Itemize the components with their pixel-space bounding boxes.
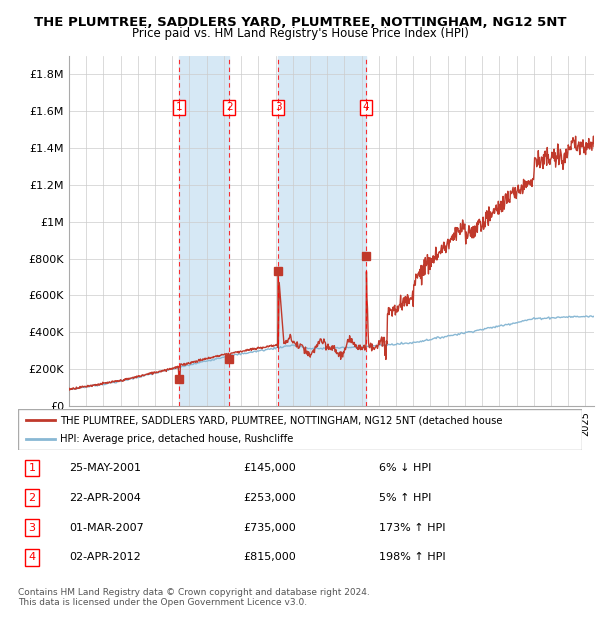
Text: 5% ↑ HPI: 5% ↑ HPI — [379, 493, 431, 503]
Text: 1: 1 — [29, 463, 35, 473]
Text: 3: 3 — [275, 102, 281, 112]
Text: 3: 3 — [29, 523, 35, 533]
Text: THE PLUMTREE, SADDLERS YARD, PLUMTREE, NOTTINGHAM, NG12 5NT: THE PLUMTREE, SADDLERS YARD, PLUMTREE, N… — [34, 16, 566, 29]
Text: THE PLUMTREE, SADDLERS YARD, PLUMTREE, NOTTINGHAM, NG12 5NT (detached house: THE PLUMTREE, SADDLERS YARD, PLUMTREE, N… — [60, 415, 503, 425]
Text: £815,000: £815,000 — [244, 552, 296, 562]
Text: 22-APR-2004: 22-APR-2004 — [69, 493, 140, 503]
Text: 01-MAR-2007: 01-MAR-2007 — [69, 523, 143, 533]
Text: Contains HM Land Registry data © Crown copyright and database right 2024.
This d: Contains HM Land Registry data © Crown c… — [18, 588, 370, 607]
Text: 198% ↑ HPI: 198% ↑ HPI — [379, 552, 446, 562]
Text: 4: 4 — [29, 552, 35, 562]
Text: HPI: Average price, detached house, Rushcliffe: HPI: Average price, detached house, Rush… — [60, 433, 293, 444]
Text: Price paid vs. HM Land Registry's House Price Index (HPI): Price paid vs. HM Land Registry's House … — [131, 27, 469, 40]
Bar — [278, 56, 366, 406]
Text: £253,000: £253,000 — [244, 493, 296, 503]
Text: 6% ↓ HPI: 6% ↓ HPI — [379, 463, 431, 473]
Text: £735,000: £735,000 — [244, 523, 296, 533]
Text: 2: 2 — [226, 102, 233, 112]
Text: £145,000: £145,000 — [244, 463, 296, 473]
Text: 1: 1 — [176, 102, 182, 112]
Text: 25-MAY-2001: 25-MAY-2001 — [69, 463, 141, 473]
Text: 173% ↑ HPI: 173% ↑ HPI — [379, 523, 445, 533]
Text: 2: 2 — [29, 493, 35, 503]
FancyBboxPatch shape — [18, 409, 582, 450]
Bar — [179, 56, 229, 406]
Text: 4: 4 — [362, 102, 369, 112]
Text: 02-APR-2012: 02-APR-2012 — [69, 552, 140, 562]
